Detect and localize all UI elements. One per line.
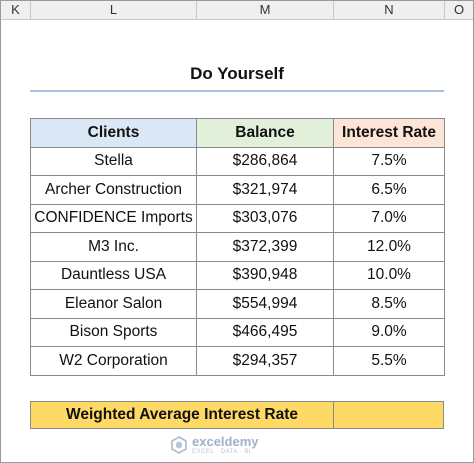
client-cell[interactable]: Archer Construction bbox=[30, 175, 197, 205]
header-interest-rate[interactable]: Interest Rate bbox=[333, 118, 445, 148]
table-row: M3 Inc. $372,399 12.0% bbox=[30, 232, 445, 262]
rate-cell[interactable]: 6.5% bbox=[333, 175, 445, 205]
weighted-average-label[interactable]: Weighted Average Interest Rate bbox=[30, 401, 334, 429]
client-cell[interactable]: Dauntless USA bbox=[30, 260, 197, 290]
sheet-title: Do Yourself bbox=[190, 64, 284, 83]
rate-cell[interactable]: 8.5% bbox=[333, 289, 445, 319]
watermark-tagline: EXCEL · DATA · BI bbox=[192, 449, 252, 455]
client-cell[interactable]: M3 Inc. bbox=[30, 232, 197, 262]
rate-cell[interactable]: 7.0% bbox=[333, 203, 445, 233]
header-clients[interactable]: Clients bbox=[30, 118, 197, 148]
client-cell[interactable]: W2 Corporation bbox=[30, 346, 197, 376]
title-underline bbox=[30, 90, 444, 92]
balance-cell[interactable]: $294,357 bbox=[196, 346, 334, 376]
client-cell[interactable]: CONFIDENCE Imports bbox=[30, 203, 197, 233]
table-row: Dauntless USA $390,948 10.0% bbox=[30, 260, 445, 290]
balance-cell[interactable]: $321,974 bbox=[196, 175, 334, 205]
rate-cell[interactable]: 5.5% bbox=[333, 346, 445, 376]
table-row: W2 Corporation $294,357 5.5% bbox=[30, 346, 445, 376]
balance-cell[interactable]: $390,948 bbox=[196, 260, 334, 290]
table-row: Archer Construction $321,974 6.5% bbox=[30, 175, 445, 205]
balance-cell[interactable]: $466,495 bbox=[196, 317, 334, 347]
client-cell[interactable]: Stella bbox=[30, 146, 197, 176]
table-row: Eleanor Salon $554,994 8.5% bbox=[30, 289, 445, 319]
client-cell[interactable]: Bison Sports bbox=[30, 317, 197, 347]
column-header-k[interactable]: K bbox=[1, 1, 31, 20]
column-header-o[interactable]: O bbox=[445, 1, 473, 20]
column-header-n[interactable]: N bbox=[334, 1, 445, 20]
table-row: Stella $286,864 7.5% bbox=[30, 146, 445, 176]
exceldemy-logo-icon bbox=[171, 436, 187, 454]
balance-cell[interactable]: $372,399 bbox=[196, 232, 334, 262]
table-header-row: Clients Balance Interest Rate bbox=[30, 118, 445, 148]
header-balance[interactable]: Balance bbox=[196, 118, 334, 148]
exceldemy-watermark: exceldemy EXCEL · DATA · BI bbox=[170, 432, 259, 458]
watermark-name: exceldemy bbox=[192, 434, 259, 449]
clients-table: Clients Balance Interest Rate Stella $28… bbox=[30, 118, 445, 376]
rate-cell[interactable]: 12.0% bbox=[333, 232, 445, 262]
rate-cell[interactable]: 10.0% bbox=[333, 260, 445, 290]
balance-cell[interactable]: $286,864 bbox=[196, 146, 334, 176]
rate-cell[interactable]: 9.0% bbox=[333, 317, 445, 347]
column-header-m[interactable]: M bbox=[197, 1, 334, 20]
table-row: Bison Sports $466,495 9.0% bbox=[30, 317, 445, 347]
weighted-average-value[interactable] bbox=[333, 401, 444, 429]
balance-cell[interactable]: $303,076 bbox=[196, 203, 334, 233]
rate-cell[interactable]: 7.5% bbox=[333, 146, 445, 176]
client-cell[interactable]: Eleanor Salon bbox=[30, 289, 197, 319]
balance-cell[interactable]: $554,994 bbox=[196, 289, 334, 319]
column-header-l[interactable]: L bbox=[31, 1, 197, 20]
table-row: CONFIDENCE Imports $303,076 7.0% bbox=[30, 203, 445, 233]
